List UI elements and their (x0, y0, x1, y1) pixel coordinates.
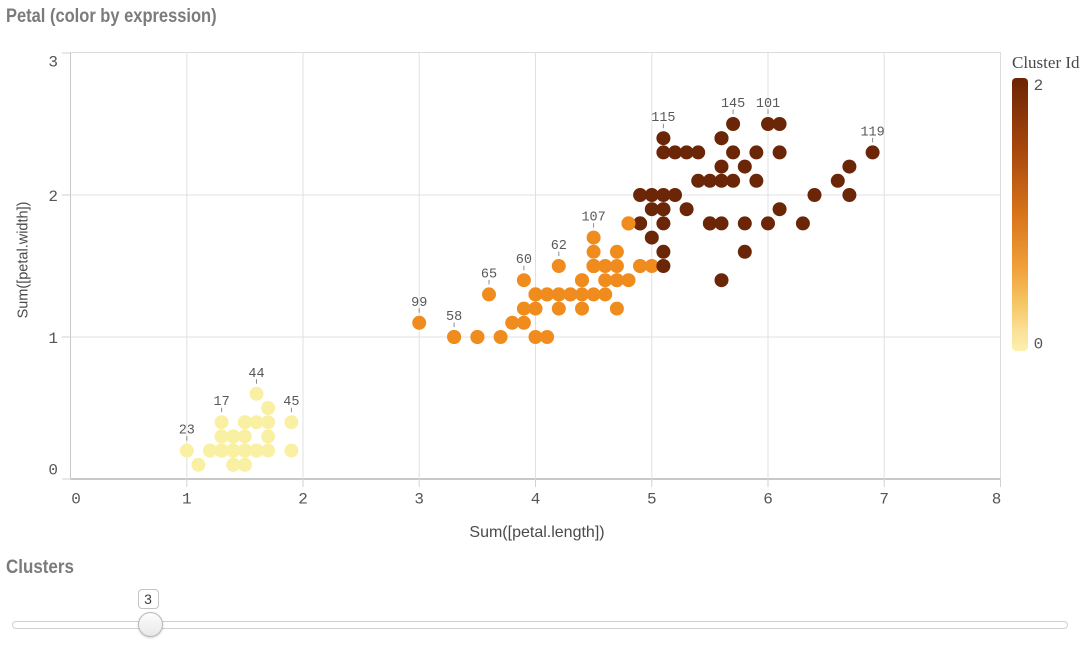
svg-text:115: 115 (651, 111, 675, 126)
svg-text:99: 99 (411, 296, 427, 311)
svg-text:58: 58 (446, 310, 462, 325)
svg-text:0: 0 (71, 491, 81, 509)
svg-text:5: 5 (647, 491, 657, 509)
svg-text:119: 119 (860, 125, 884, 140)
svg-text:60: 60 (516, 253, 532, 268)
svg-text:101: 101 (756, 97, 780, 112)
svg-text:2: 2 (298, 491, 308, 509)
svg-text:44: 44 (248, 367, 264, 382)
svg-text:4: 4 (531, 491, 541, 509)
svg-text:1: 1 (182, 491, 192, 509)
svg-text:2: 2 (48, 188, 58, 206)
svg-text:3: 3 (48, 54, 58, 72)
svg-text:65: 65 (481, 267, 497, 282)
svg-text:Cluster Id: Cluster Id (1012, 53, 1080, 72)
svg-text:1: 1 (48, 330, 58, 348)
svg-text:0: 0 (1034, 336, 1044, 354)
svg-text:7: 7 (879, 491, 889, 509)
svg-text:145: 145 (721, 97, 745, 112)
svg-text:Sum([petal.width]): Sum([petal.width]) (15, 202, 31, 319)
svg-text:0: 0 (48, 462, 58, 480)
svg-text:107: 107 (581, 211, 605, 226)
svg-text:17: 17 (213, 395, 229, 410)
svg-text:3: 3 (414, 491, 424, 509)
svg-text:23: 23 (179, 424, 195, 439)
svg-text:Sum([petal.length]): Sum([petal.length]) (469, 524, 604, 541)
svg-text:45: 45 (283, 395, 299, 410)
svg-text:62: 62 (551, 239, 567, 254)
svg-text:8: 8 (992, 491, 1002, 509)
svg-text:6: 6 (763, 491, 773, 509)
svg-text:2: 2 (1034, 77, 1044, 95)
